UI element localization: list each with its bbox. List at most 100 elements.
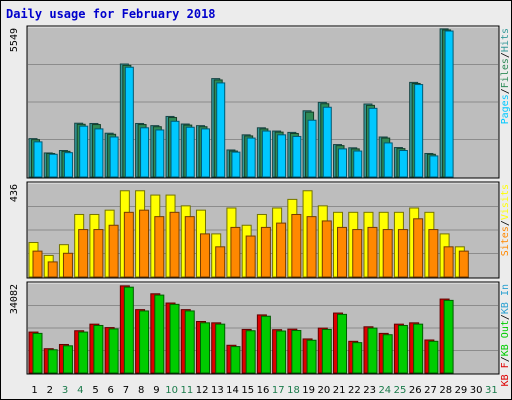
legend-entry: Pages <box>500 94 511 124</box>
x-tick-label: 12 <box>196 385 209 396</box>
legend-entry: / <box>500 314 511 320</box>
bar-kb_out <box>184 310 195 374</box>
x-tick-label: 25 <box>394 385 407 396</box>
bar-sites <box>382 229 393 278</box>
x-tick-label: 17 <box>272 385 285 396</box>
bar-sites <box>154 216 165 278</box>
bar-kb_out <box>413 323 424 374</box>
x-tick-label: 9 <box>153 385 159 396</box>
bar-pages <box>216 82 226 178</box>
y-max-label: 436 <box>9 184 20 202</box>
bar-pages <box>200 128 210 178</box>
legend-entry: Hits <box>500 28 511 52</box>
bar-pages <box>353 150 363 178</box>
bar-sites <box>321 220 332 278</box>
x-tick-label: 18 <box>287 385 300 396</box>
legend-entry: Sites <box>500 226 511 256</box>
bar-pages <box>322 106 332 178</box>
bar-sites <box>306 216 317 278</box>
bar-kb_out <box>108 328 119 374</box>
x-tick-label: 31 <box>485 385 498 396</box>
bar-pages <box>307 119 317 178</box>
x-tick-label: 15 <box>241 385 254 396</box>
x-tick-label: 22 <box>348 385 361 396</box>
legend-entry: / <box>500 52 511 58</box>
bar-kb_out <box>428 340 439 374</box>
bar-kb_out <box>32 332 43 374</box>
bar-sites <box>123 211 134 278</box>
x-tick-label: 28 <box>439 385 452 396</box>
bar-kb_out <box>337 313 348 374</box>
bar-pages <box>185 126 195 178</box>
bar-kb_out <box>382 334 393 374</box>
bar-kb_out <box>169 303 180 374</box>
bar-kb_out <box>78 331 89 374</box>
bar-sites <box>108 224 119 278</box>
bar-pages <box>140 127 150 178</box>
bar-kb_out <box>154 294 165 374</box>
x-tick-label: 29 <box>455 385 468 396</box>
legend-entry: KB In <box>500 284 511 314</box>
bar-kb_out <box>367 327 378 374</box>
bar-pages <box>292 135 302 178</box>
bar-pages <box>231 151 241 178</box>
x-tick-label: 19 <box>302 385 315 396</box>
x-tick-label: 24 <box>378 385 391 396</box>
bar-pages <box>246 137 256 178</box>
bar-pages <box>79 125 89 178</box>
bar-pages <box>48 153 58 178</box>
legend: Sites/Visits <box>500 184 511 256</box>
bar-kb_out <box>276 330 287 374</box>
bar-sites <box>260 226 271 278</box>
x-tick-label: 30 <box>470 385 483 396</box>
bar-sites <box>397 229 408 278</box>
bar-pages <box>444 30 454 178</box>
bar-sites <box>291 213 302 278</box>
bar-sites <box>367 226 378 278</box>
bar-sites <box>352 229 363 278</box>
bar-pages <box>338 148 348 178</box>
legend-entry: Files <box>500 58 511 88</box>
bar-sites <box>276 222 287 278</box>
bar-kb_out <box>291 329 302 374</box>
bar-kb_out <box>397 324 408 374</box>
bar-pages <box>63 152 73 178</box>
bar-sites <box>428 229 439 278</box>
bar-sites <box>47 261 58 278</box>
legend-entry: / <box>500 88 511 94</box>
bar-sites <box>413 218 424 278</box>
bar-sites <box>62 252 73 278</box>
legend: Pages/Files/Hits <box>500 28 511 124</box>
bar-sites <box>169 211 180 278</box>
bar-kb_out <box>215 323 226 374</box>
x-tick-label: 23 <box>363 385 376 396</box>
x-tick-label: 13 <box>211 385 224 396</box>
bar-pages <box>277 134 287 178</box>
bar-sites <box>230 226 241 278</box>
x-tick-label: 4 <box>77 385 83 396</box>
bar-pages <box>429 155 439 178</box>
x-tick-label: 27 <box>424 385 437 396</box>
bar-sites <box>93 229 104 278</box>
y-max-label: 5549 <box>9 28 20 52</box>
bar-sites <box>215 246 226 278</box>
bar-pages <box>33 141 43 178</box>
legend-entry: KB Out <box>500 320 511 356</box>
x-tick-label: 6 <box>108 385 114 396</box>
x-tick-label: 16 <box>257 385 270 396</box>
bar-sites <box>184 216 195 278</box>
chart-title: Daily usage for February 2018 <box>6 7 216 21</box>
legend-entry: / <box>500 356 511 362</box>
bar-kb_out <box>123 286 134 374</box>
x-tick-label: 2 <box>47 385 53 396</box>
bar-sites <box>245 235 256 278</box>
legend-entry: / <box>500 220 511 226</box>
bar-pages <box>94 128 104 178</box>
bar-kb_out <box>306 339 317 374</box>
bar-kb_out <box>230 346 241 374</box>
legend-entry: Visits <box>500 184 511 220</box>
bar-sites <box>199 233 210 278</box>
bar-kb_out <box>62 345 73 374</box>
